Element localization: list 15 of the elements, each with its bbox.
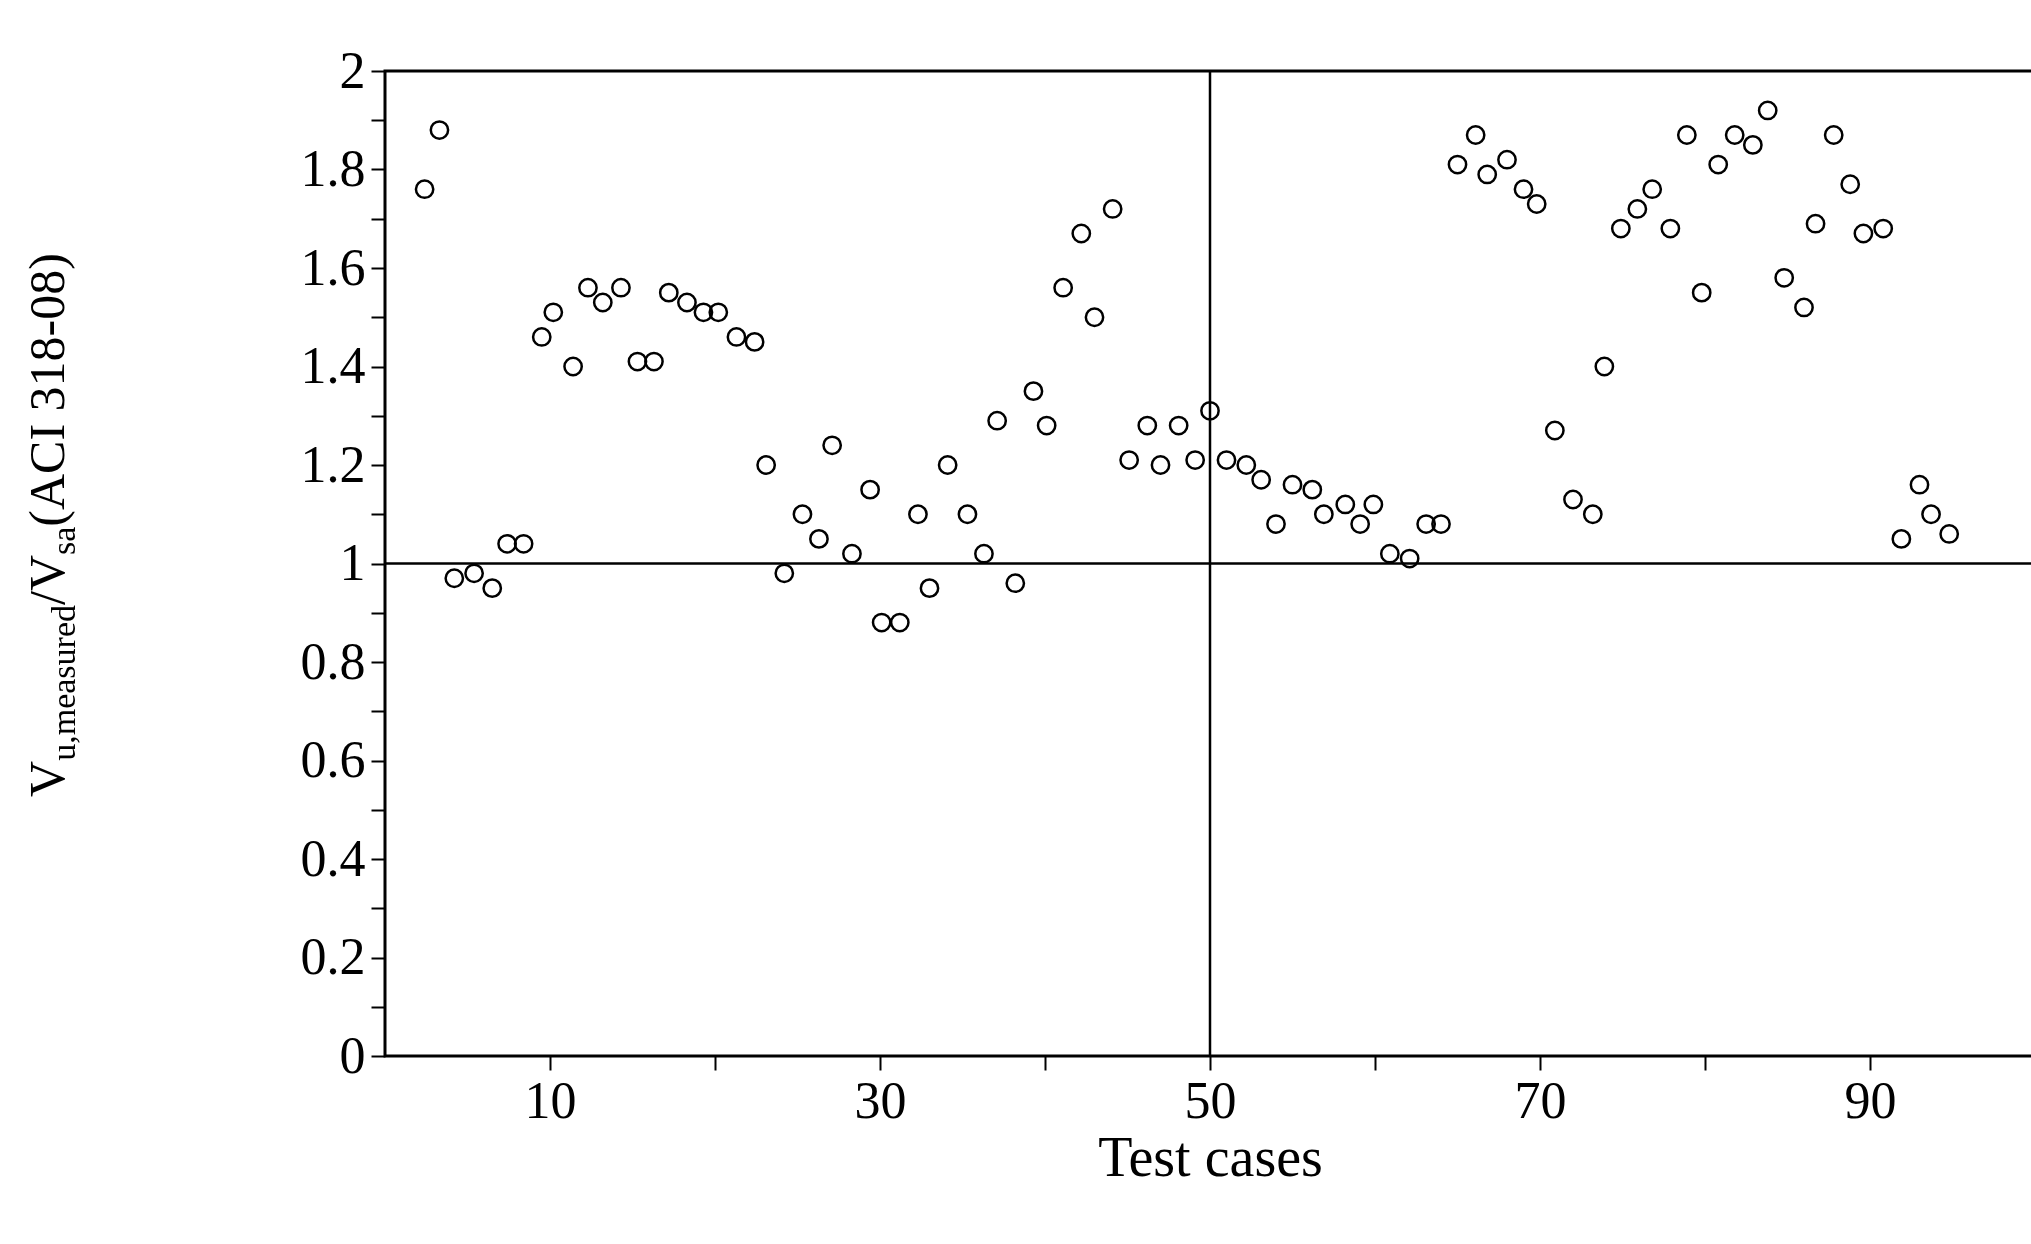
y-tick-label: 2 [339,41,366,99]
y-tick-label: 1.8 [300,140,366,197]
y-tick-label: 0.4 [300,829,366,887]
y-tick-label: 0.2 [300,928,366,985]
y-tick-label: 0.6 [300,731,366,788]
y-tick-label: 0 [339,1026,366,1084]
x-tick-label: 10 [524,1071,577,1129]
y-tick-label: 0.8 [300,632,366,690]
x-tick-label: 90 [1844,1071,1897,1129]
x-tick-label: 30 [854,1071,907,1129]
y-tick-label: 1.4 [300,337,366,394]
y-tick-label: 1.2 [300,435,366,493]
x-tick-label: 70 [1514,1071,1567,1129]
y-tick-label: 1.6 [300,238,366,296]
y-tick-label: 1 [339,534,366,591]
